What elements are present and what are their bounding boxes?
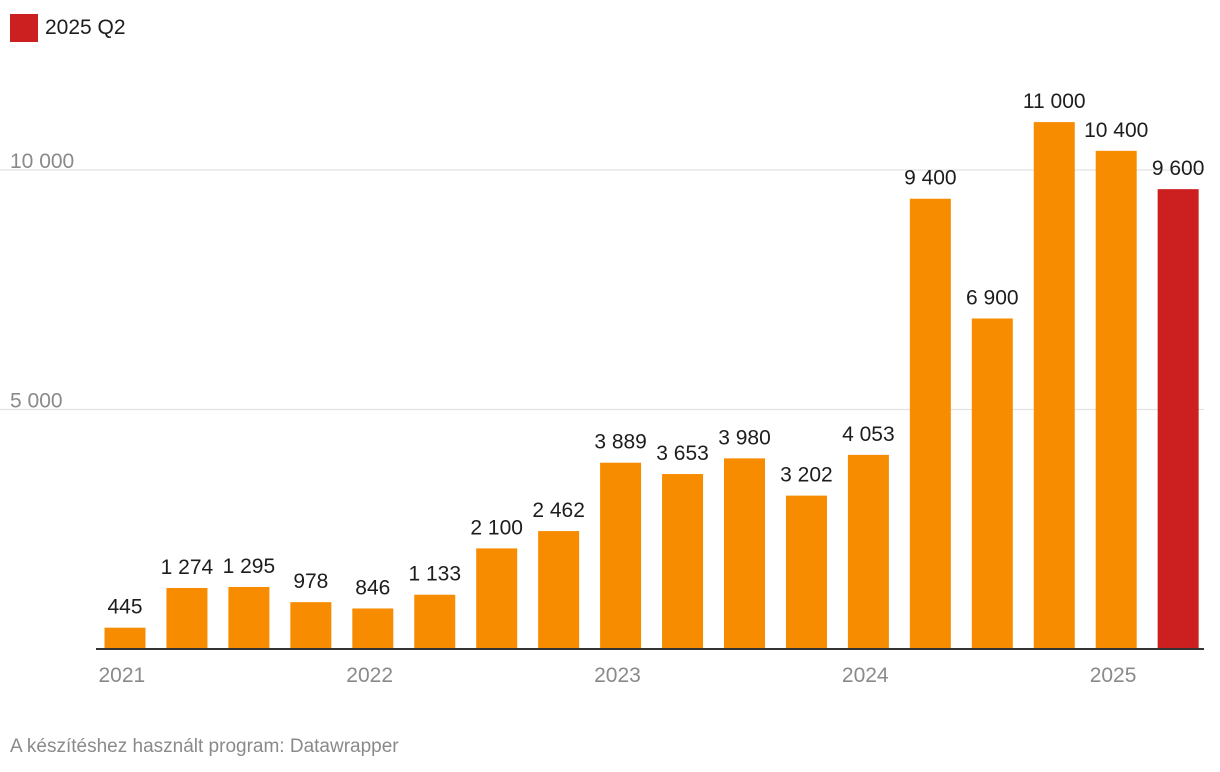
bar-value-label: 3 980: [718, 426, 771, 449]
bar-value-label: 10 400: [1084, 119, 1148, 142]
footer-credit: A készítéshez használt program: Datawrap…: [10, 736, 399, 757]
bar: [166, 587, 208, 649]
bar: [414, 594, 456, 649]
bar: [290, 602, 332, 649]
bar: [971, 318, 1013, 649]
bar: [228, 586, 270, 649]
bar: [538, 531, 580, 649]
bar-value-label: 978: [293, 570, 328, 593]
bar: [1095, 150, 1137, 649]
bar: [352, 608, 394, 649]
y-tick-label: 5 000: [10, 390, 63, 413]
x-tick-label: 2021: [99, 664, 146, 687]
x-tick-label: 2022: [346, 664, 393, 687]
bar-value-label: 1 133: [408, 563, 461, 586]
bar: [476, 548, 518, 649]
bar-value-label: 9 400: [904, 167, 957, 190]
bar: [909, 198, 951, 650]
legend-swatch: [10, 14, 38, 42]
bar-value-label: 11 000: [1023, 90, 1086, 113]
chart-legend: 2025 Q2: [10, 14, 126, 42]
bar-value-label: 3 202: [780, 464, 833, 487]
bar: [1157, 189, 1199, 649]
legend-label: 2025 Q2: [45, 16, 126, 39]
bar-value-label: 4 053: [842, 423, 895, 446]
y-tick-label: 10 000: [10, 150, 74, 173]
x-tick-label: 2024: [842, 664, 889, 687]
x-tick-label: 2025: [1090, 664, 1137, 687]
bar-value-label: 445: [107, 596, 142, 619]
bar-value-label: 2 462: [532, 499, 585, 522]
bar-value-label: 9 600: [1152, 157, 1205, 180]
bar-value-label: 3 889: [594, 431, 647, 454]
bar-value-label: 1 274: [161, 556, 214, 579]
bar-value-label: 3 653: [656, 442, 709, 465]
bar: [847, 454, 889, 649]
bar: [104, 627, 146, 649]
bar: [785, 495, 827, 649]
bar: [724, 458, 765, 649]
bar-value-label: 2 100: [470, 516, 523, 539]
bar: [600, 462, 642, 649]
bar-value-label: 1 295: [223, 555, 276, 578]
x-tick-label: 2023: [594, 664, 641, 687]
bar-value-label: 846: [355, 576, 390, 599]
bar: [1033, 122, 1075, 650]
bar-value-label: 6 900: [966, 286, 1019, 309]
bar: [662, 474, 704, 649]
